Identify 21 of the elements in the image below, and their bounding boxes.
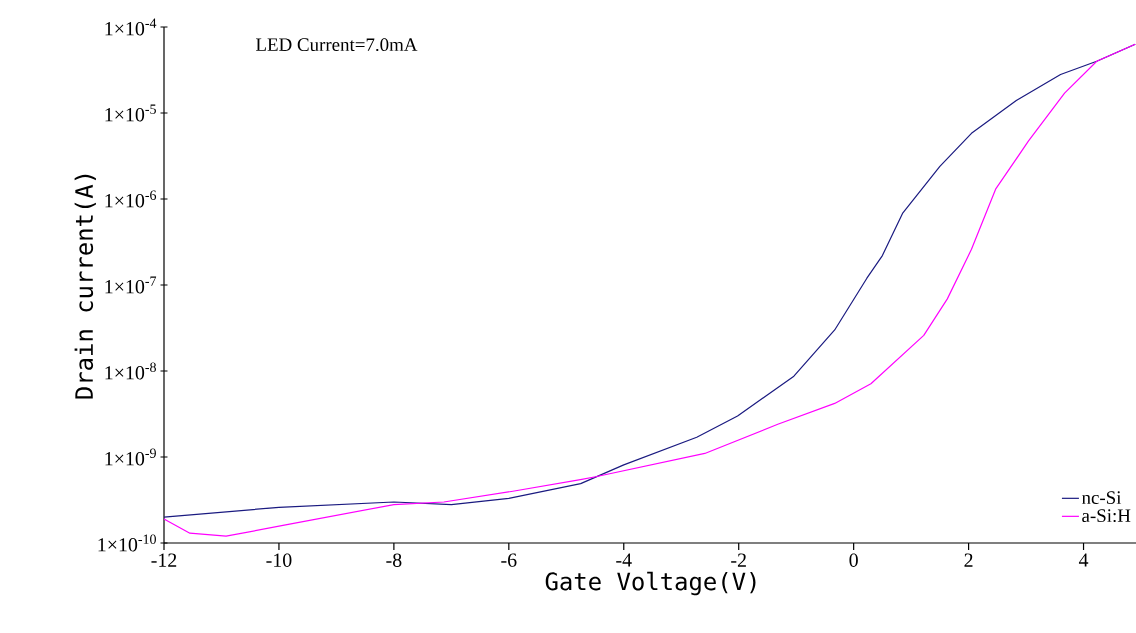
x-tick-label: 4 (1078, 553, 1089, 567)
x-tick-label: -4 (616, 553, 632, 567)
x-tick-label: -2 (731, 553, 746, 567)
x-tick-label: -6 (501, 553, 517, 567)
legend-label: a-Si:H (1082, 509, 1131, 523)
x-tick-label: 0 (849, 553, 858, 567)
y-tick-label: 1×10$^{-4}$ (105, 18, 157, 36)
x-tick-label: 2 (964, 553, 973, 567)
x-tick-label: -10 (266, 553, 292, 567)
annotation: LED Current=7.0mA (255, 38, 418, 52)
y-tick-label: 1×10$^{-8}$ (105, 362, 156, 380)
y-tick-label: 1×10$^{-7}$ (105, 276, 157, 294)
y-tick-label: 1×10$^{-6}$ (105, 190, 157, 208)
x-axis-title: Gate Voltage(V) (545, 571, 756, 596)
y-axis-title: Drain current(A) (74, 174, 96, 399)
x-tick-label: -12 (151, 553, 177, 567)
legend-label: nc-Si (1081, 491, 1122, 505)
x-tick-label: -8 (386, 553, 402, 567)
y-tick-label: 1×10$^{-9}$ (105, 448, 156, 466)
y-tick-label: 1×10$^{-10}$ (98, 534, 156, 552)
y-tick-label: 1×10$^{-5}$ (105, 104, 156, 122)
